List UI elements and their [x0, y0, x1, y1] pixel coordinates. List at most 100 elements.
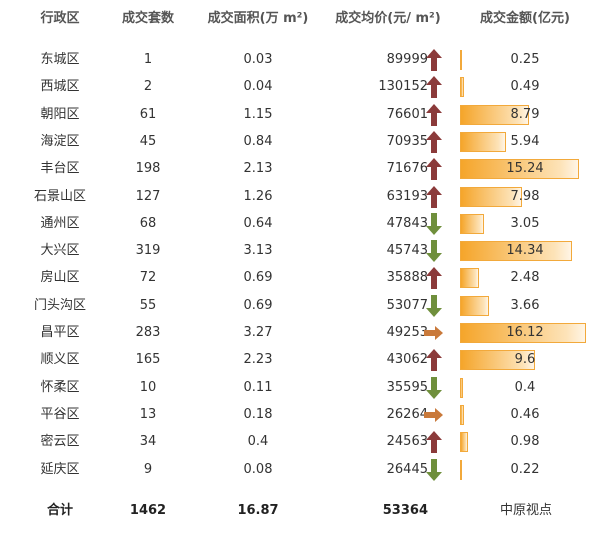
amount: 15.24 [506, 161, 544, 177]
area: 0.18 [243, 406, 273, 422]
arrow-shape [426, 240, 442, 263]
trend-arrow-flat [424, 407, 443, 422]
count: 127 [135, 188, 161, 204]
arrow-shape [426, 76, 442, 99]
area: 1.15 [243, 106, 273, 122]
amount-bar [460, 295, 489, 316]
price: 35595 [386, 379, 428, 395]
arrow-shape [426, 103, 442, 126]
area: 3.27 [243, 325, 273, 340]
price: 63193 [386, 188, 428, 204]
price: 43062 [386, 352, 428, 368]
count: 1 [143, 52, 153, 67]
price: 71676 [386, 161, 428, 177]
trend-arrow-up [426, 49, 442, 71]
area: 0.04 [243, 79, 273, 95]
area: 0.08 [243, 461, 273, 477]
trend-arrow-flat [424, 326, 443, 340]
arrow-shape [426, 431, 442, 454]
area: 1.26 [243, 188, 273, 204]
count: 283 [135, 325, 161, 340]
amount: 0.22 [510, 461, 540, 477]
amount-bar [460, 350, 536, 371]
price: 45743 [386, 243, 428, 259]
trend-arrow-up [426, 103, 442, 126]
arrow-shape [426, 158, 442, 181]
total-area: 16.87 [237, 503, 279, 518]
trend-arrow-down [426, 294, 442, 317]
district: 延庆区 [40, 461, 80, 477]
total-count: 1462 [129, 503, 167, 518]
arrow-shape [426, 349, 442, 372]
district: 丰台区 [40, 161, 80, 177]
price: 26264 [386, 406, 428, 422]
count: 198 [135, 161, 161, 177]
count: 10 [139, 379, 157, 395]
area: 0.03 [243, 52, 273, 67]
amount-bar [460, 404, 464, 425]
amount-bar [460, 77, 464, 98]
arrow-shape [426, 212, 442, 235]
count: 165 [135, 352, 161, 368]
price: 35888 [386, 270, 428, 286]
district: 西城区 [40, 79, 80, 95]
area: 2.23 [243, 352, 273, 368]
amount: 0.25 [510, 52, 540, 67]
area: 0.84 [243, 133, 273, 149]
arrow-shape [426, 294, 442, 317]
district: 平谷区 [40, 406, 80, 422]
amount-bar [460, 159, 580, 180]
trend-arrow-up [426, 267, 442, 290]
arrow-shape [426, 376, 442, 399]
area: 0.4 [247, 434, 269, 450]
arrow-shape [424, 407, 443, 422]
amount: 9.6 [514, 352, 536, 368]
column-header: 成交套数 [121, 11, 174, 26]
trend-arrow-down [426, 240, 442, 263]
column-header: 成交金额(亿元) [480, 11, 570, 26]
count: 61 [139, 106, 157, 122]
column-header: 成交均价(元/ m²) [335, 11, 441, 26]
arrow-shape [426, 458, 442, 481]
amount-bar [460, 241, 573, 262]
trend-arrow-up [426, 130, 442, 153]
amount-bar [460, 186, 523, 207]
total-label: 合计 [46, 503, 73, 518]
amount: 14.34 [506, 243, 544, 259]
trend-arrow-up [426, 431, 442, 454]
count: 34 [139, 434, 157, 450]
trend-arrow-up [426, 76, 442, 99]
amount-bar [460, 377, 464, 398]
amount-bar [460, 131, 507, 152]
amount-bar [460, 213, 484, 234]
amount-bar [460, 432, 468, 453]
area: 0.11 [243, 379, 273, 395]
district: 顺义区 [40, 352, 80, 368]
arrow-shape [424, 326, 443, 340]
count: 68 [139, 215, 157, 231]
area: 0.69 [243, 270, 273, 286]
count: 45 [139, 133, 157, 149]
trend-arrow-down [426, 458, 442, 481]
price: 53077 [386, 297, 428, 313]
price: 76601 [386, 106, 428, 122]
price: 130152 [378, 79, 428, 95]
district: 石景山区 [33, 188, 86, 204]
amount-bar [460, 104, 529, 125]
price: 47843 [386, 215, 428, 231]
district: 昌平区 [40, 325, 80, 340]
district: 房山区 [40, 270, 80, 286]
total-price: 53364 [382, 503, 428, 518]
district: 密云区 [40, 434, 80, 450]
area: 0.69 [243, 297, 273, 313]
trend-arrow-up [426, 185, 442, 208]
trend-arrow-up [426, 158, 442, 181]
price: 24563 [386, 434, 428, 450]
count: 72 [139, 270, 157, 286]
district: 怀柔区 [40, 379, 80, 395]
count: 55 [139, 297, 157, 313]
price: 70935 [386, 133, 428, 149]
trend-arrow-down [426, 212, 442, 235]
amount: 16.12 [506, 325, 544, 340]
